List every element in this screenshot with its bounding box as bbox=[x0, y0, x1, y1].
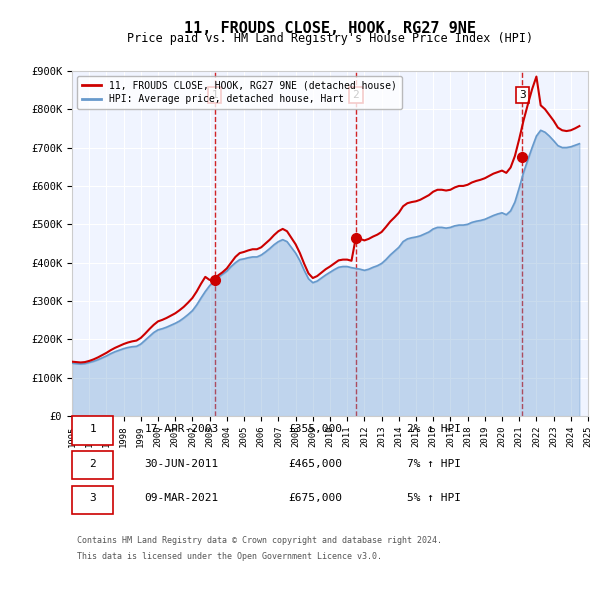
Text: £675,000: £675,000 bbox=[289, 493, 343, 503]
Text: 5% ↑ HPI: 5% ↑ HPI bbox=[407, 493, 461, 503]
FancyBboxPatch shape bbox=[72, 451, 113, 479]
Text: 2% ↑ HPI: 2% ↑ HPI bbox=[407, 424, 461, 434]
Text: 7% ↑ HPI: 7% ↑ HPI bbox=[407, 458, 461, 468]
Text: 1: 1 bbox=[89, 424, 96, 434]
Text: This data is licensed under the Open Government Licence v3.0.: This data is licensed under the Open Gov… bbox=[77, 552, 382, 560]
Text: 09-MAR-2021: 09-MAR-2021 bbox=[144, 493, 218, 503]
Text: 11, FROUDS CLOSE, HOOK, RG27 9NE: 11, FROUDS CLOSE, HOOK, RG27 9NE bbox=[184, 21, 476, 35]
Legend: 11, FROUDS CLOSE, HOOK, RG27 9NE (detached house), HPI: Average price, detached : 11, FROUDS CLOSE, HOOK, RG27 9NE (detach… bbox=[77, 76, 401, 109]
Text: Price paid vs. HM Land Registry's House Price Index (HPI): Price paid vs. HM Land Registry's House … bbox=[127, 32, 533, 45]
Text: 2: 2 bbox=[89, 458, 96, 468]
Text: 1: 1 bbox=[211, 90, 218, 100]
Text: 17-APR-2003: 17-APR-2003 bbox=[144, 424, 218, 434]
Text: £355,000: £355,000 bbox=[289, 424, 343, 434]
Text: 3: 3 bbox=[89, 493, 96, 503]
Text: Contains HM Land Registry data © Crown copyright and database right 2024.: Contains HM Land Registry data © Crown c… bbox=[77, 536, 442, 545]
FancyBboxPatch shape bbox=[72, 486, 113, 514]
Text: 3: 3 bbox=[519, 90, 526, 100]
Text: £465,000: £465,000 bbox=[289, 458, 343, 468]
FancyBboxPatch shape bbox=[72, 417, 113, 445]
Text: 2: 2 bbox=[352, 90, 359, 100]
Text: 30-JUN-2011: 30-JUN-2011 bbox=[144, 458, 218, 468]
